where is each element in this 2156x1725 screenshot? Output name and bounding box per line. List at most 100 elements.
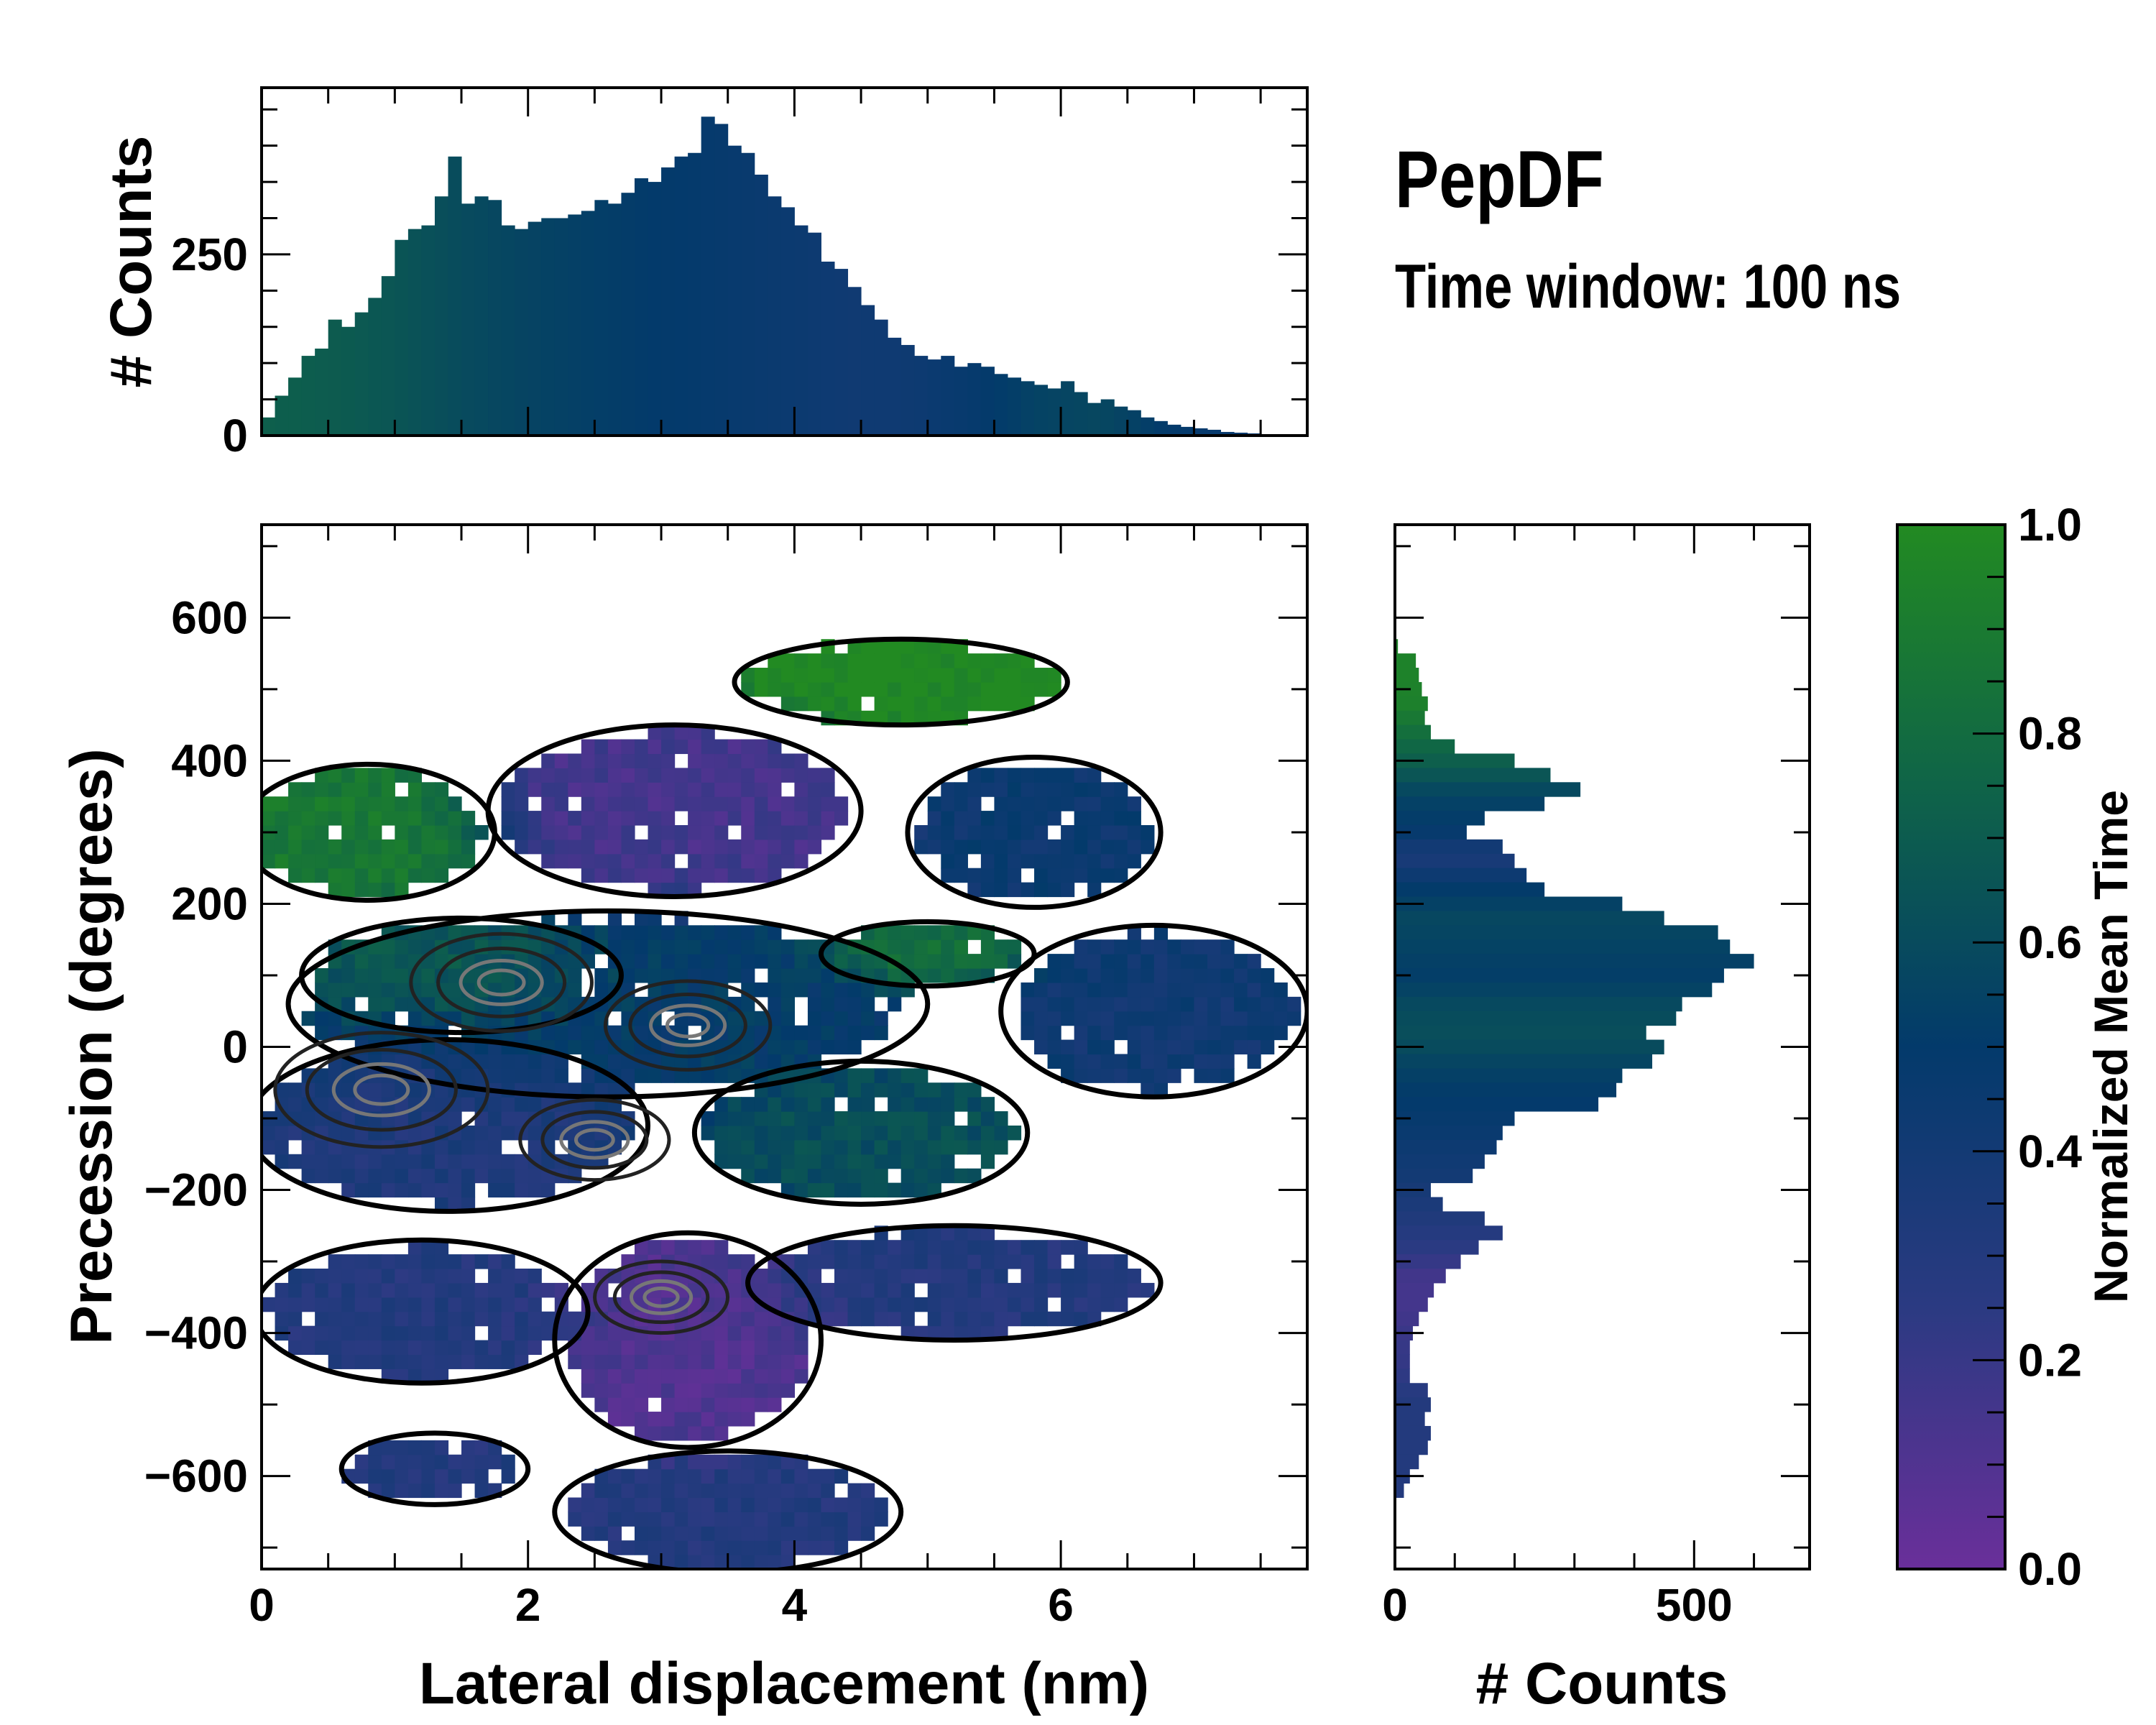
- heatmap-cell: [501, 1297, 515, 1312]
- heatmap-cell: [821, 1139, 835, 1155]
- x-tick-label: 4: [782, 1579, 808, 1631]
- heatmap-cell: [994, 768, 1008, 783]
- heatmap-cell: [674, 1368, 688, 1384]
- heatmap-cell: [581, 1068, 595, 1083]
- heatmap-cell: [980, 811, 995, 826]
- heatmap-cell: [714, 796, 729, 811]
- heatmap-cell: [515, 1068, 529, 1083]
- heatmap-cell: [861, 653, 875, 668]
- right-histogram-bar: [1395, 1097, 1599, 1112]
- heatmap-cell: [914, 939, 929, 954]
- heatmap-cell: [994, 811, 1008, 826]
- heatmap-cell: [847, 1282, 862, 1298]
- heatmap-cell: [900, 1240, 915, 1255]
- heatmap-cell: [434, 1325, 449, 1341]
- heatmap-cell: [780, 1383, 796, 1398]
- heatmap-cell: [407, 824, 423, 840]
- heatmap-cell: [900, 1311, 915, 1327]
- heatmap-cell: [847, 1039, 862, 1055]
- heatmap-cell: [714, 1325, 729, 1341]
- heatmap-cell: [1034, 1269, 1049, 1284]
- heatmap-cell: [754, 1025, 768, 1041]
- heatmap-cell: [1021, 1269, 1035, 1284]
- heatmap-cell: [461, 1154, 476, 1169]
- heatmap-cell: [794, 696, 808, 712]
- heatmap-cell: [741, 753, 755, 768]
- heatmap-cell: [954, 1139, 968, 1155]
- heatmap-cell: [648, 882, 662, 898]
- heatmap-cell: [501, 1154, 515, 1169]
- heatmap-cell: [541, 811, 556, 826]
- heatmap-cell: [301, 796, 315, 811]
- heatmap-cell: [568, 768, 582, 783]
- heatmap-cell: [780, 811, 796, 826]
- heatmap-cell: [594, 853, 609, 869]
- heatmap-cell: [634, 968, 649, 983]
- heatmap-cell: [1234, 1011, 1248, 1026]
- heatmap-cell: [474, 1483, 489, 1499]
- heatmap-cell: [1087, 824, 1102, 840]
- right-histogram-bar: [1395, 1082, 1617, 1098]
- heatmap-cell: [1180, 939, 1195, 954]
- heatmap-cell: [1261, 1011, 1275, 1026]
- heatmap-cell: [994, 668, 1008, 683]
- heatmap-cell: [914, 1240, 929, 1255]
- top-histogram-bar: [794, 225, 808, 436]
- heatmap-cell: [288, 1311, 303, 1327]
- heatmap-cell: [727, 1125, 742, 1141]
- right-histogram-bar: [1395, 796, 1545, 811]
- heatmap-cell: [967, 925, 982, 940]
- heatmap-cell: [701, 753, 715, 768]
- heatmap-cell: [661, 868, 676, 883]
- heatmap-cell: [727, 1154, 742, 1169]
- heatmap-cell: [768, 768, 782, 783]
- heatmap-cell: [980, 1282, 995, 1298]
- heatmap-cell: [1100, 1282, 1115, 1298]
- heatmap-cell: [1007, 1311, 1022, 1327]
- heatmap-cell: [861, 1111, 875, 1126]
- top-histogram-bar: [861, 305, 875, 436]
- heatmap-cell: [1114, 968, 1128, 983]
- heatmap-cell: [501, 1011, 515, 1026]
- heatmap-cell: [1167, 996, 1181, 1012]
- heatmap-cell: [1047, 868, 1061, 883]
- heatmap-cell: [954, 796, 968, 811]
- heatmap-cell: [807, 1111, 822, 1126]
- heatmap-cell: [407, 853, 423, 869]
- heatmap-cell: [275, 1311, 289, 1327]
- heatmap-cell: [541, 753, 556, 768]
- heatmap-cell: [1141, 1025, 1155, 1041]
- heatmap-cell: [1141, 1011, 1155, 1026]
- heatmap-cell: [927, 939, 941, 954]
- heatmap-cell: [780, 954, 796, 969]
- heatmap-cell: [1007, 696, 1022, 712]
- heatmap-cell: [1007, 681, 1022, 697]
- heatmap-cell: [1021, 1254, 1035, 1269]
- heatmap-cell: [1141, 954, 1155, 969]
- heatmap-cell: [967, 653, 982, 668]
- heatmap-cell: [515, 839, 529, 855]
- heatmap-cell: [768, 853, 782, 869]
- heatmap-cell: [794, 1540, 808, 1555]
- heatmap-cell: [807, 954, 822, 969]
- heatmap-cell: [821, 996, 835, 1012]
- colorbar-tick-label: 0.6: [2018, 916, 2082, 968]
- heatmap-cell: [954, 1282, 968, 1298]
- heatmap-cell: [407, 1240, 423, 1255]
- heatmap-cell: [874, 1068, 888, 1083]
- heatmap-cell: [768, 1340, 782, 1356]
- heatmap-cell: [634, 911, 649, 926]
- heatmap-cell: [354, 1354, 369, 1369]
- heatmap-cell: [448, 811, 462, 826]
- heatmap-cell: [407, 782, 423, 797]
- heatmap-cell: [1153, 996, 1168, 1012]
- heatmap-cell: [754, 768, 768, 783]
- heatmap-cell: [368, 1082, 382, 1098]
- heatmap-cell: [727, 853, 742, 869]
- heatmap-cell: [661, 1425, 676, 1441]
- heatmap-cell: [834, 1011, 849, 1026]
- heatmap-cell: [368, 1354, 382, 1369]
- contours: [262, 636, 1307, 1569]
- heatmap-cell: [581, 1039, 595, 1055]
- heatmap-cell: [607, 868, 622, 883]
